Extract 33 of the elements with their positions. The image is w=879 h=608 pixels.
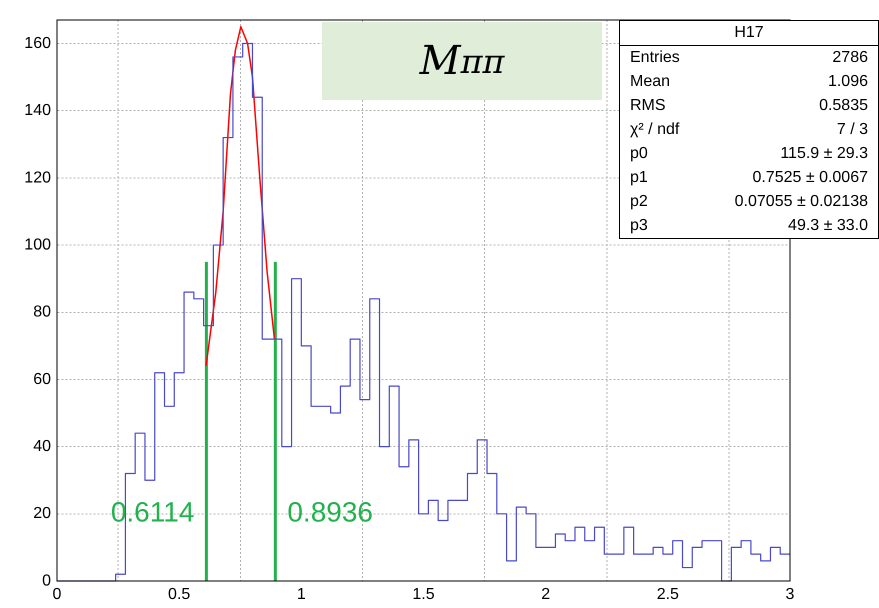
annotation: χ² / ndf [630, 120, 680, 140]
annotation: p0 [630, 144, 648, 164]
annotation: Entries [630, 48, 680, 68]
annotation: RMS [630, 96, 666, 116]
text: 1.096 [828, 72, 868, 92]
annotation: p1 [630, 168, 648, 188]
x-tick-label: 2 [541, 586, 550, 604]
text: 0.5835 [819, 96, 868, 116]
annotation: 0.8936 [287, 496, 373, 528]
annotation: 0.07055 ± 0.02138 [734, 192, 868, 212]
y-tick-label: 140 [24, 102, 52, 120]
y-tick-label: 0 [42, 572, 52, 590]
text: 7 / 3 [836, 120, 868, 140]
annotation: 115.9 ± 29.3 [780, 144, 868, 164]
y-tick-label: 100 [24, 236, 52, 254]
annotation: p2 [630, 192, 648, 212]
y-tick-label: 60 [33, 370, 52, 388]
y-tick-label: 20 [33, 505, 52, 522]
annotation: Mean [630, 72, 670, 92]
x-tick-label: 0.5 [168, 586, 190, 604]
text: 2786 [832, 48, 868, 68]
y-tick-label: 160 [24, 34, 52, 52]
y-tick-label: 40 [33, 438, 52, 456]
annotation: p3 [630, 216, 648, 236]
x-tick-label: 1.5 [412, 586, 435, 604]
annotation: 0.7525 ± 0.0067 [752, 168, 868, 188]
annotation: 49.3 ± 33.0 [788, 216, 868, 236]
y-tick-label: 120 [24, 169, 52, 186]
x-tick-label: 1 [296, 586, 306, 604]
y-tick-label: 80 [33, 304, 52, 321]
annotation: H17 [620, 21, 878, 46]
x-tick-label: 3 [786, 586, 795, 604]
x-tick-label: 2.5 [656, 586, 680, 604]
